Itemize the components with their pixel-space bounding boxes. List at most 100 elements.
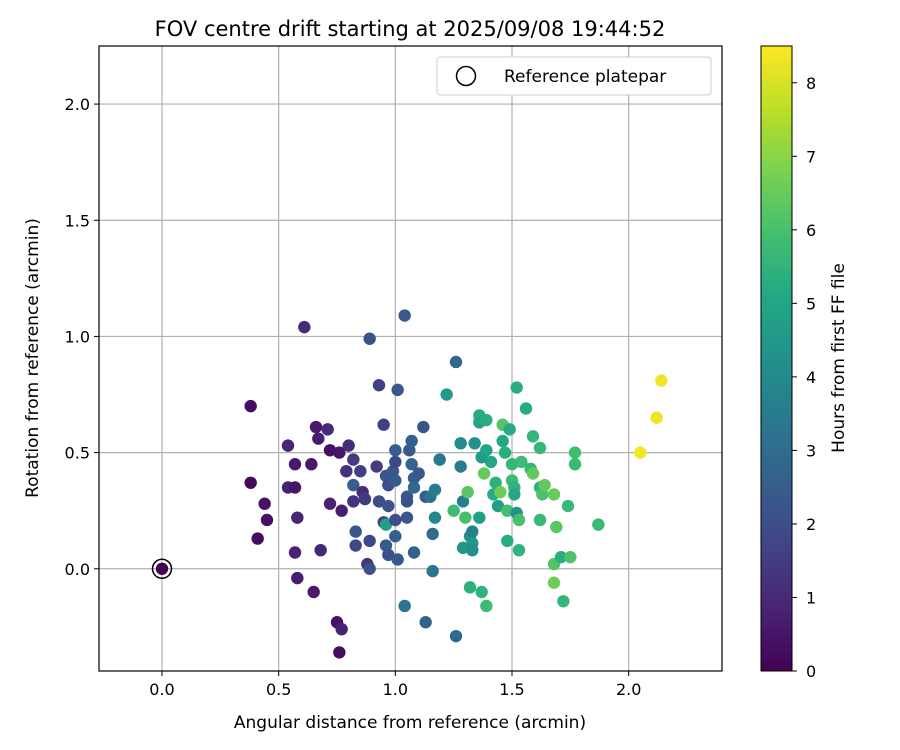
colorbar-label: Hours from first FF file — [829, 263, 849, 453]
scatter-point — [510, 381, 523, 394]
colorbar-tick-label: 5 — [806, 294, 816, 313]
scatter-point — [407, 546, 421, 559]
scatter-point — [155, 562, 169, 575]
scatter-point — [389, 513, 402, 527]
scatter-point — [323, 444, 337, 457]
scatter-point — [449, 629, 463, 643]
scatter-point — [372, 495, 386, 508]
scatter-point — [561, 499, 575, 513]
scatter-point — [508, 488, 521, 501]
scatter-point — [498, 446, 512, 459]
scatter-point — [382, 548, 395, 562]
scatter-point — [526, 430, 540, 443]
scatter-point — [503, 423, 516, 436]
scatter-point — [554, 550, 568, 564]
scatter-point — [466, 525, 479, 538]
scatter-point — [370, 460, 383, 473]
scatter-point — [501, 504, 514, 517]
scatter-point — [419, 616, 432, 629]
scatter-point — [480, 444, 493, 457]
scatter-point — [547, 576, 561, 589]
chart-title: FOV centre drift starting at 2025/09/08 … — [155, 17, 666, 41]
scatter-point — [363, 534, 376, 548]
scatter-point — [403, 444, 416, 457]
scatter-point — [389, 474, 402, 487]
x-axis: 0.0 0.5 1.0 1.5 2.0 — [149, 671, 641, 699]
x-tick-label: 0.0 — [149, 680, 174, 699]
scatter-point — [400, 511, 414, 524]
scatter-point — [533, 441, 547, 455]
y-axis: 0.0 0.5 1.0 1.5 2.0 — [65, 95, 99, 579]
scatter-point — [354, 464, 367, 478]
colorbar-tick-label: 2 — [806, 515, 816, 534]
scatter-point — [533, 513, 547, 527]
scatter-point — [389, 530, 402, 543]
scatter-point — [536, 488, 549, 501]
scatter-point — [372, 379, 386, 392]
legend-entry-reference: Reference platepar — [504, 67, 666, 87]
x-axis-label: Angular distance from reference (arcmin) — [234, 713, 586, 733]
colorbar-gradient — [760, 45, 793, 672]
scatter-point — [291, 571, 304, 585]
scatter-point — [459, 511, 472, 524]
scatter-point — [340, 464, 353, 478]
scatter-point — [494, 485, 507, 499]
scatter-point — [655, 374, 668, 387]
scatter-point — [398, 599, 411, 613]
scatter-point — [281, 439, 295, 452]
x-tick-label: 1.5 — [499, 680, 524, 699]
scatter-point — [463, 581, 477, 594]
scatter-point — [379, 539, 393, 552]
scatter-point — [477, 467, 491, 480]
scatter-point — [333, 446, 346, 459]
scatter-point — [592, 518, 605, 531]
scatter-point — [321, 423, 334, 436]
scatter-point — [454, 437, 467, 450]
reference-platepar-marker — [151, 558, 173, 580]
scatter-point — [564, 550, 577, 564]
scatter-point — [307, 585, 320, 599]
y-tick-label: 0.0 — [65, 560, 90, 579]
scatter-point — [309, 420, 323, 434]
scatter-point — [377, 418, 390, 431]
scatter-point — [650, 411, 663, 424]
scatter-point — [428, 511, 442, 524]
scatter-point — [314, 543, 327, 557]
scatter-point — [456, 495, 470, 508]
grid-lines — [99, 46, 722, 671]
scatter-point — [349, 525, 362, 538]
scatter-point — [386, 464, 400, 478]
scatter-point — [426, 564, 439, 578]
scatter-point — [484, 455, 498, 469]
scatter-point — [480, 413, 493, 427]
scatter-point — [312, 432, 325, 445]
colorbar-ticks: 0 1 2 3 4 5 6 7 8 — [792, 74, 816, 681]
legend-marker — [455, 65, 477, 87]
colorbar: 0 1 2 3 4 5 6 7 8 Hours from first FF file — [760, 45, 849, 681]
scatter-point — [288, 546, 302, 559]
y-axis-label: Rotation from reference (arcmin) — [23, 218, 43, 498]
scatter-point — [447, 504, 460, 517]
scatter-point — [496, 434, 509, 448]
legend-box — [436, 56, 712, 96]
scatter-point — [347, 453, 360, 466]
scatter-point — [389, 455, 402, 469]
scatter-point — [342, 439, 355, 452]
y-tick-label: 2.0 — [65, 95, 90, 114]
plot-area-frame — [98, 45, 723, 672]
scatter-point — [347, 478, 360, 492]
scatter-point — [454, 460, 467, 473]
scatter-point — [347, 495, 360, 508]
scatter-point — [468, 437, 481, 450]
scatter-point — [405, 434, 418, 448]
scatter-point — [335, 504, 348, 517]
scatter-point — [538, 478, 551, 492]
scatter-point — [335, 622, 348, 636]
scatter-point — [634, 446, 647, 459]
scatter-point — [244, 476, 257, 490]
scatter-point — [244, 399, 257, 413]
scatter-point — [405, 458, 418, 471]
x-tick-label: 0.5 — [266, 680, 291, 699]
scatter-point — [358, 492, 372, 506]
